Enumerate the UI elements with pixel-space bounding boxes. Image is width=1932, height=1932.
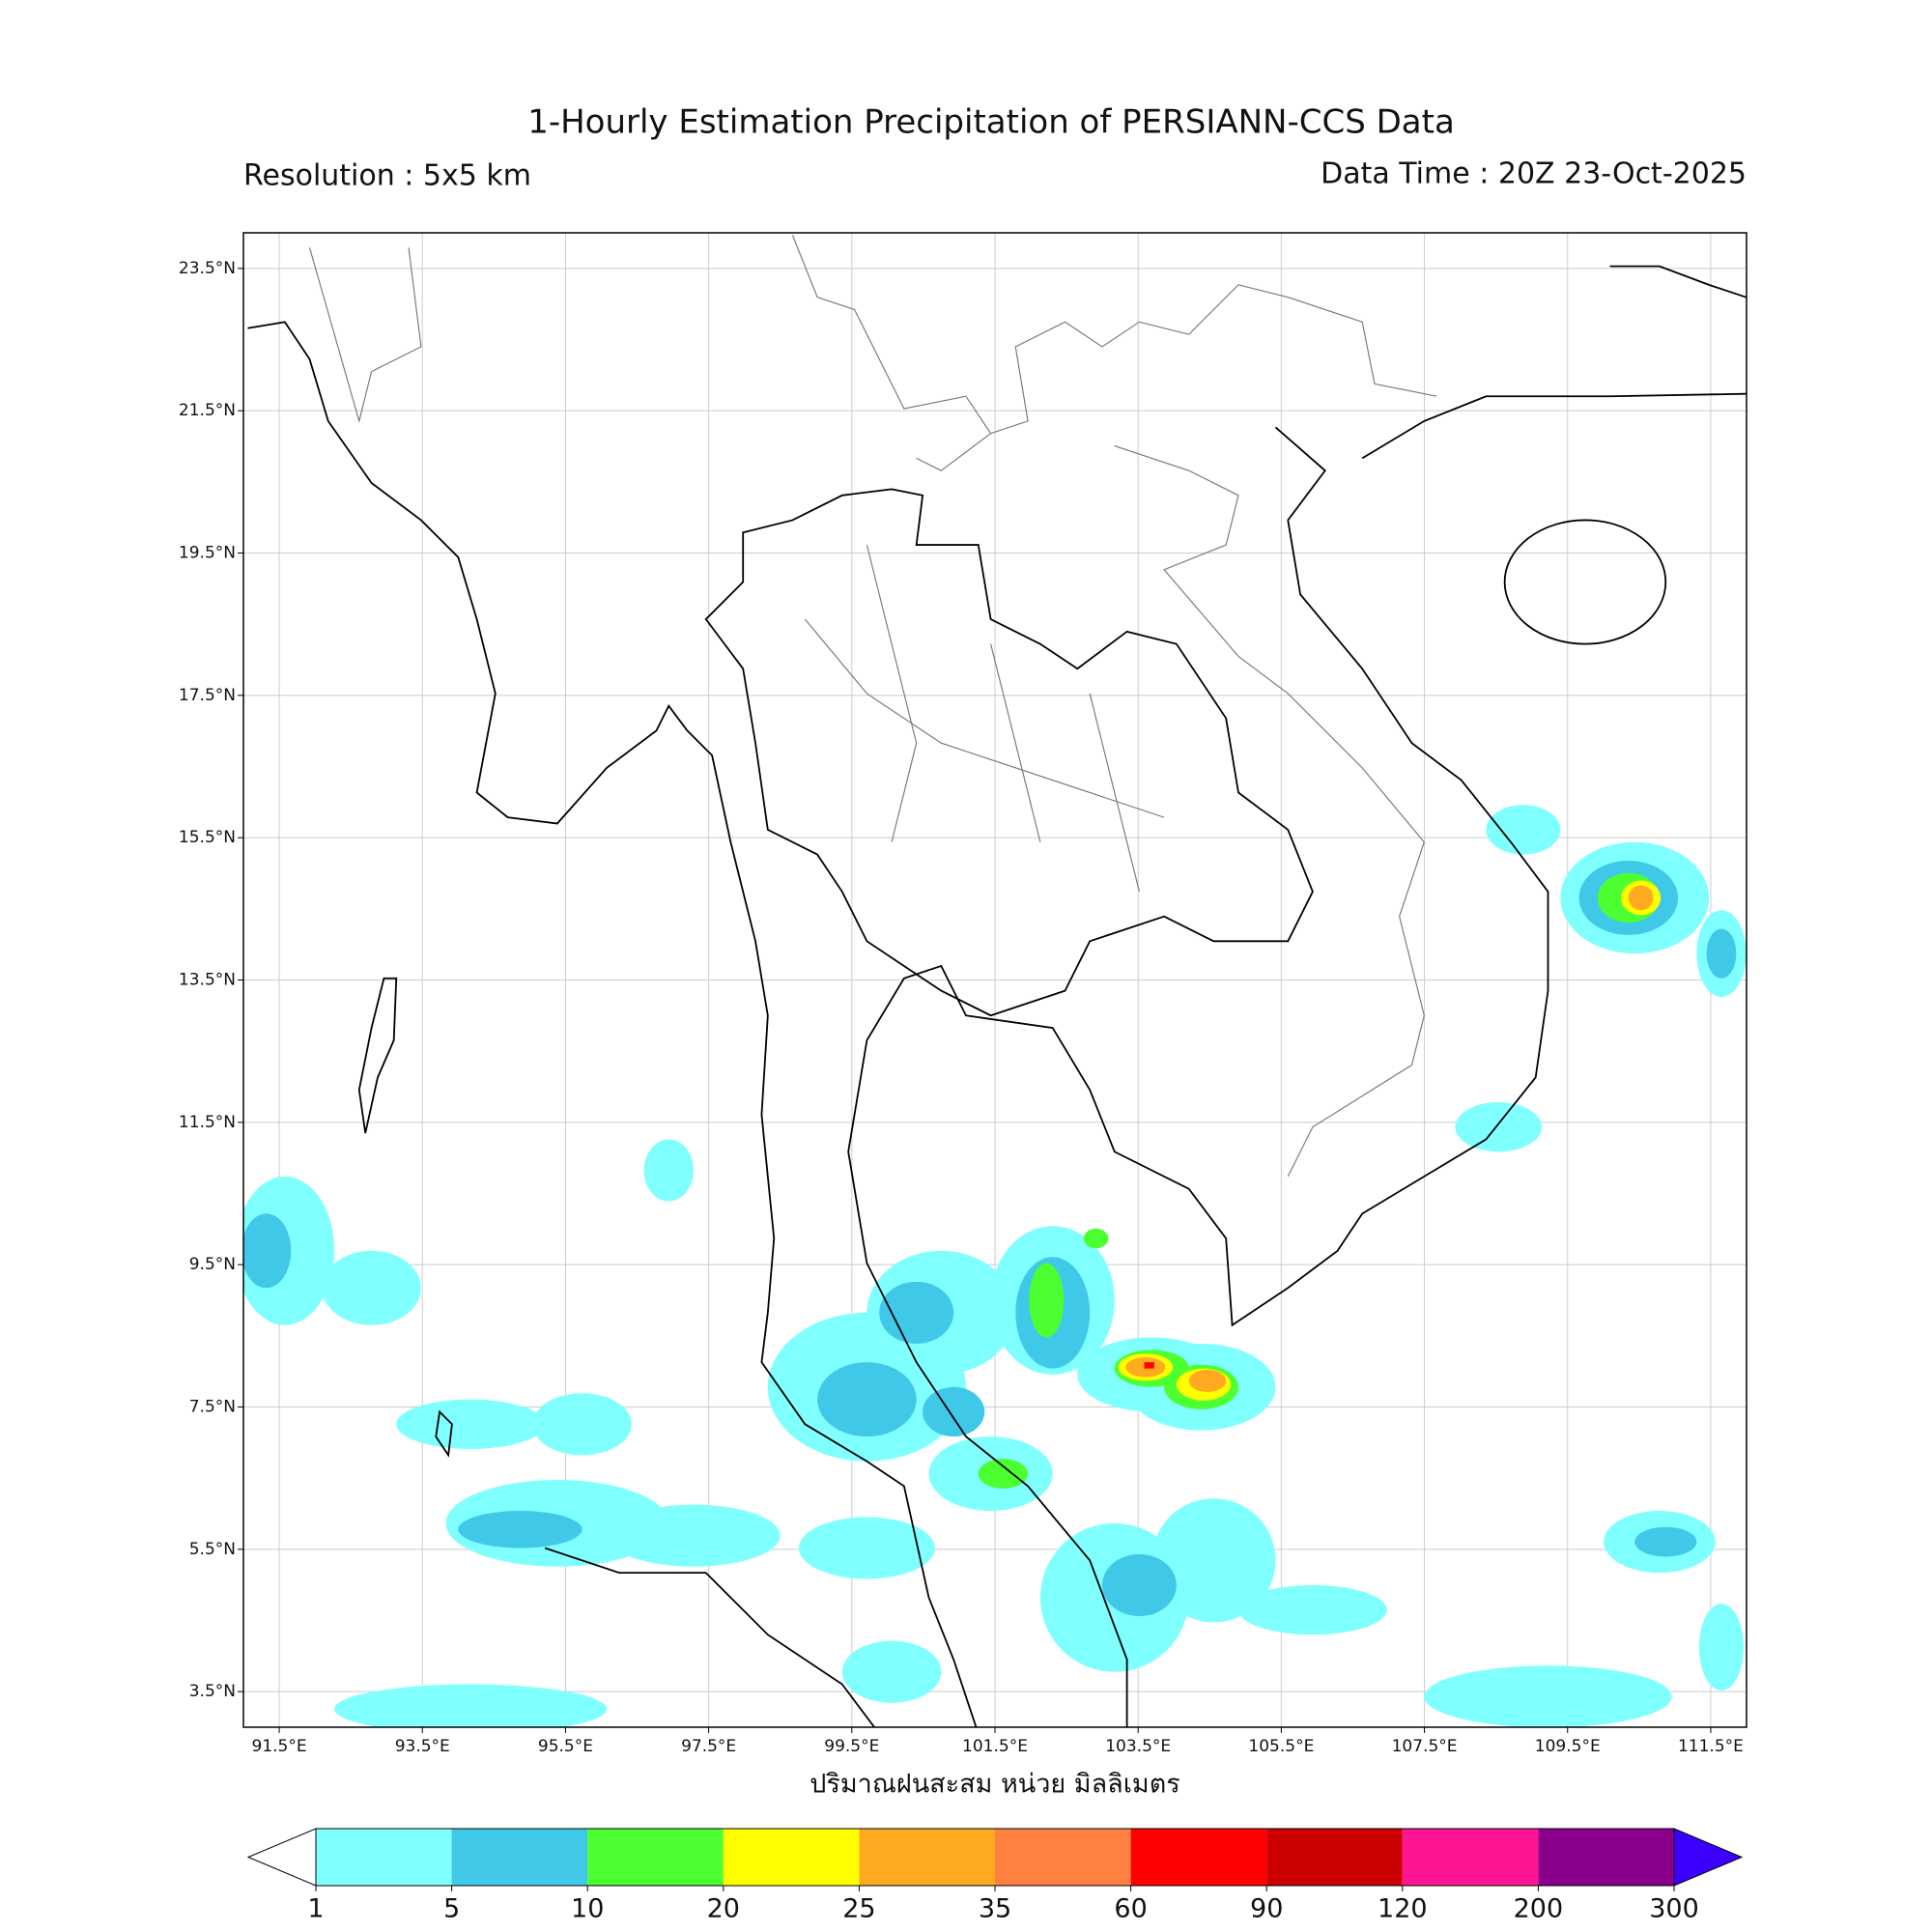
colorbar-tick-label: 20 xyxy=(707,1894,740,1924)
colorbar-tick-label: 120 xyxy=(1378,1894,1428,1924)
x-tick-label: 109.5°E xyxy=(1535,1737,1601,1756)
colorbar-label: ปริมาณฝนสะสม หน่วย มิลลิเมตร xyxy=(810,1770,1180,1800)
y-tick-label: 23.5°N xyxy=(179,259,236,278)
y-tick-label: 19.5°N xyxy=(179,544,236,563)
map-content xyxy=(243,235,1747,1727)
colorbar-tick-label: 5 xyxy=(443,1894,460,1924)
colorbar-tick-label: 60 xyxy=(1114,1894,1147,1924)
resolution: Resolution : 5x5 km xyxy=(243,159,531,193)
colorbar: 1 5 10 20 25 35 60 90 120 200 300 xyxy=(246,1828,1744,1924)
colorbar-swatch xyxy=(316,1829,452,1886)
colorbar-tick-label: 200 xyxy=(1514,1894,1564,1924)
y-tick-label: 3.5°N xyxy=(189,1682,236,1701)
colorbar-swatch xyxy=(1130,1829,1267,1886)
x-tick-label: 99.5°E xyxy=(824,1737,879,1756)
coastlines xyxy=(247,265,1747,1727)
colorbar-swatch xyxy=(723,1829,860,1886)
x-tick-label: 103.5°E xyxy=(1105,1737,1171,1756)
y-tick-label: 17.5°N xyxy=(179,686,236,705)
y-tick-label: 11.5°N xyxy=(179,1113,236,1132)
x-tick-label: 111.5°E xyxy=(1678,1737,1744,1756)
title: 1-Hourly Estimation Precipitation of PER… xyxy=(527,103,1455,142)
colorbar-tick-label: 35 xyxy=(979,1894,1011,1924)
x-tick-label: 95.5°E xyxy=(538,1737,593,1756)
y-tick-label: 9.5°N xyxy=(189,1255,236,1274)
colorbar-tick-label: 25 xyxy=(842,1894,875,1924)
x-tick-label: 97.5°E xyxy=(681,1737,736,1756)
borders xyxy=(308,235,1437,1178)
y-tick-label: 21.5°N xyxy=(179,401,236,420)
colorbar-over xyxy=(1673,1828,1744,1887)
colorbar-tick-label: 300 xyxy=(1649,1894,1699,1924)
colorbar-tick-label: 90 xyxy=(1250,1894,1283,1924)
colorbar-under xyxy=(246,1828,317,1887)
precipitation xyxy=(243,805,1747,1727)
x-tick-label: 107.5°E xyxy=(1392,1737,1458,1756)
colorbar-swatch xyxy=(451,1829,588,1886)
data-time: Data Time : 20Z 23-Oct-2025 xyxy=(1321,157,1747,191)
x-tick-label: 101.5°E xyxy=(962,1737,1028,1756)
x-tick-label: 91.5°E xyxy=(252,1737,307,1756)
colorbar-swatch xyxy=(1402,1829,1539,1886)
x-tick-label: 105.5°E xyxy=(1248,1737,1314,1756)
y-tick-label: 13.5°N xyxy=(179,971,236,990)
y-tick-label: 15.5°N xyxy=(179,828,236,847)
x-tick-label: 93.5°E xyxy=(395,1737,450,1756)
colorbar-swatch xyxy=(1538,1829,1674,1886)
colorbar-swatch xyxy=(859,1829,995,1886)
y-tick-label: 7.5°N xyxy=(189,1398,236,1417)
colorbar-tick-label: 10 xyxy=(571,1894,604,1924)
colorbar-swatch xyxy=(1266,1829,1403,1886)
colorbar-tick-label: 1 xyxy=(307,1894,324,1924)
y-tick-label: 5.5°N xyxy=(189,1540,236,1559)
colorbar-swatch xyxy=(995,1829,1131,1886)
colorbar-swatch xyxy=(587,1829,724,1886)
